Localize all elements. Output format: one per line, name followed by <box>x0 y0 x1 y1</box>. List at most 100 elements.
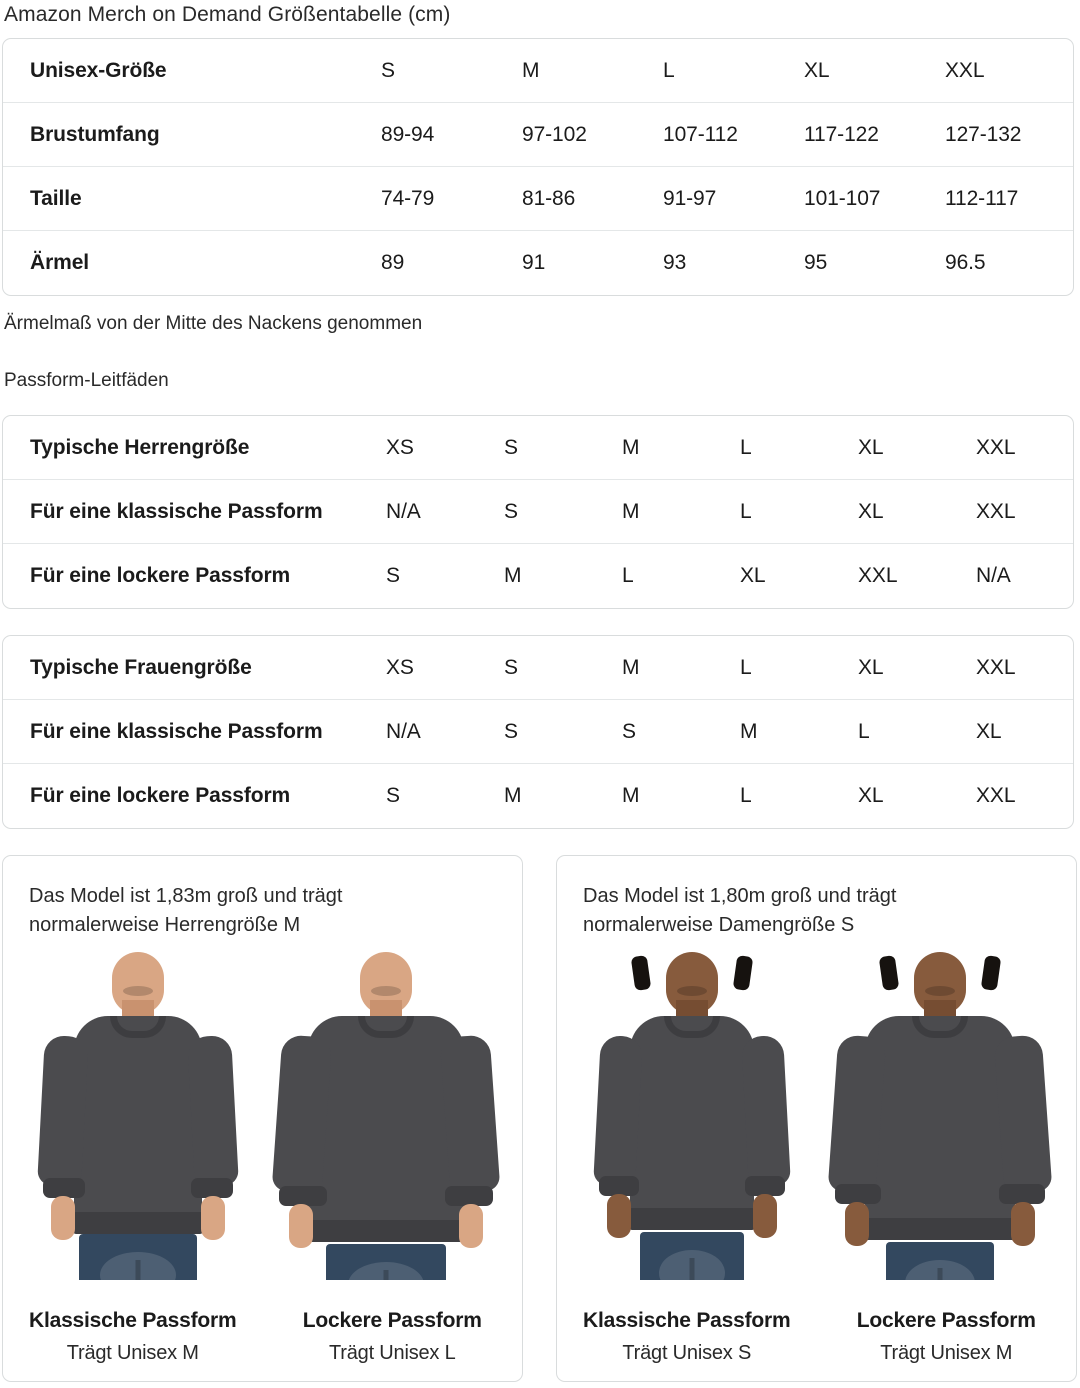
table-cell: N/A <box>386 719 421 743</box>
column-header: XXL <box>945 58 985 82</box>
column-header: XS <box>386 655 414 679</box>
table-cell: 101-107 <box>804 186 881 210</box>
table-cell: S <box>386 564 400 587</box>
table-cell: 95 <box>804 251 828 274</box>
table-cell: 81-86 <box>522 186 576 210</box>
table-cell: S <box>622 719 636 743</box>
table-cell: 74-79 <box>381 186 435 210</box>
row-label: Unisex-Größe <box>30 58 167 82</box>
table-cell: M <box>504 784 522 807</box>
table-header-row: Typische Frauengröße XS S M L XL XXL <box>3 636 1073 700</box>
female-loose-fit-caption: Lockere Passform Trägt Unisex M <box>817 1309 1077 1365</box>
unisex-size-table: Unisex-Größe S M L XL XXL Brustumfang 89… <box>2 38 1074 296</box>
mens-fit-guide-table: Typische Herrengröße XS S M L XL XXL Für… <box>2 415 1074 609</box>
column-header: L <box>740 655 752 679</box>
fit-title: Klassische Passform <box>583 1309 791 1332</box>
male-loose-fit-illustration <box>261 950 511 1308</box>
column-header: XL <box>858 435 884 459</box>
table-cell: M <box>740 719 758 743</box>
row-label: Taille <box>30 186 82 210</box>
table-cell: L <box>740 499 752 523</box>
column-header: XXL <box>976 435 1016 459</box>
fit-guides-heading: Passform-Leitfäden <box>4 370 169 391</box>
column-header: XL <box>858 655 884 679</box>
table-cell: 97-102 <box>522 122 587 146</box>
table-cell: S <box>386 784 400 807</box>
column-header: M <box>522 58 540 82</box>
womens-fit-guide-table: Typische Frauengröße XS S M L XL XXL Für… <box>2 635 1074 829</box>
male-classic-fit-illustration <box>13 950 263 1298</box>
table-cell: 91 <box>522 251 546 274</box>
row-label: Für eine lockere Passform <box>30 784 291 807</box>
model-height-caption: Das Model ist 1,83m groß und trägt norma… <box>29 885 343 936</box>
column-header: L <box>740 435 752 459</box>
table-cell: XXL <box>858 564 898 587</box>
page-title: Amazon Merch on Demand Größentabelle (cm… <box>4 3 451 26</box>
table-cell: XXL <box>976 784 1016 807</box>
column-header: S <box>381 58 395 82</box>
column-header: XXL <box>976 655 1016 679</box>
table-header-row: Typische Herrengröße XS S M L XL XXL <box>3 416 1073 480</box>
fit-title: Klassische Passform <box>29 1309 237 1332</box>
mens-figure-group <box>3 950 522 1308</box>
female-classic-fit-caption: Klassische Passform Trägt Unisex S <box>557 1309 817 1365</box>
table-cell: M <box>504 564 522 587</box>
table-cell: N/A <box>386 499 421 523</box>
fit-size-worn: Trägt Unisex S <box>622 1342 752 1364</box>
row-label: Für eine lockere Passform <box>30 564 291 587</box>
womens-figure-group <box>557 950 1076 1306</box>
table-cell: L <box>740 784 752 807</box>
table-row: Brustumfang 89-94 97-102 107-112 117-122… <box>3 103 1073 167</box>
column-header: L <box>663 58 675 82</box>
fit-size-worn: Trägt Unisex M <box>66 1342 199 1364</box>
table-cell: 117-122 <box>804 122 879 146</box>
female-loose-fit-illustration <box>815 950 1065 1306</box>
fit-title: Lockere Passform <box>856 1309 1036 1332</box>
column-header: S <box>504 655 518 679</box>
table-cell: M <box>622 499 640 523</box>
table-cell: 89-94 <box>381 122 435 146</box>
column-header: XS <box>386 435 414 459</box>
model-height-caption: Das Model ist 1,80m groß und trägt norma… <box>583 885 897 936</box>
mens-model-card: Das Model ist 1,83m groß und trägt norma… <box>2 855 523 1382</box>
male-loose-fit-caption: Lockere Passform Trägt Unisex L <box>263 1309 523 1365</box>
table-cell: XL <box>858 784 884 807</box>
male-classic-fit-caption: Klassische Passform Trägt Unisex M <box>3 1309 263 1365</box>
table-cell: L <box>622 564 634 587</box>
table-cell: 127-132 <box>945 122 1022 146</box>
mens-fit-captions: Klassische Passform Trägt Unisex M Locke… <box>3 1309 522 1365</box>
table-cell: L <box>858 719 870 743</box>
female-classic-fit-illustration <box>567 950 817 1296</box>
row-label: Brustumfang <box>30 122 160 146</box>
womens-fit-captions: Klassische Passform Trägt Unisex S Locke… <box>557 1309 1076 1365</box>
row-label: Für eine klassische Passform <box>30 499 323 523</box>
row-label: Typische Frauengröße <box>30 655 252 679</box>
row-label: Typische Herrengröße <box>30 435 250 459</box>
table-cell: 112-117 <box>945 186 1019 210</box>
fit-title: Lockere Passform <box>302 1309 482 1332</box>
fit-size-worn: Trägt Unisex L <box>328 1342 456 1364</box>
table-cell: XXL <box>976 499 1016 523</box>
table-cell: N/A <box>976 564 1011 587</box>
table-cell: 107-112 <box>663 122 738 146</box>
table-cell: XL <box>858 499 884 523</box>
table-cell: 93 <box>663 251 687 274</box>
table-cell: 89 <box>381 251 405 274</box>
fit-size-worn: Trägt Unisex M <box>880 1342 1013 1364</box>
table-cell: 96.5 <box>945 251 986 274</box>
table-cell: S <box>504 719 518 743</box>
column-header: M <box>622 655 640 679</box>
table-row: Für eine klassische Passform N/A S S M L… <box>3 700 1073 764</box>
table-row: Taille 74-79 81-86 91-97 101-107 112-117 <box>3 167 1073 231</box>
table-row: Ärmel 89 91 93 95 96.5 <box>3 231 1073 295</box>
table-cell: M <box>622 784 640 807</box>
row-label: Ärmel <box>30 251 90 274</box>
table-cell: S <box>504 499 518 523</box>
table-row: Für eine klassische Passform N/A S M L X… <box>3 480 1073 544</box>
womens-model-card: Das Model ist 1,80m groß und trägt norma… <box>556 855 1077 1382</box>
row-label: Für eine klassische Passform <box>30 719 323 743</box>
column-header: S <box>504 435 518 459</box>
sleeve-measurement-note: Ärmelmaß von der Mitte des Nackens genom… <box>4 313 423 334</box>
table-header-row: Unisex-Größe S M L XL XXL <box>3 39 1073 103</box>
